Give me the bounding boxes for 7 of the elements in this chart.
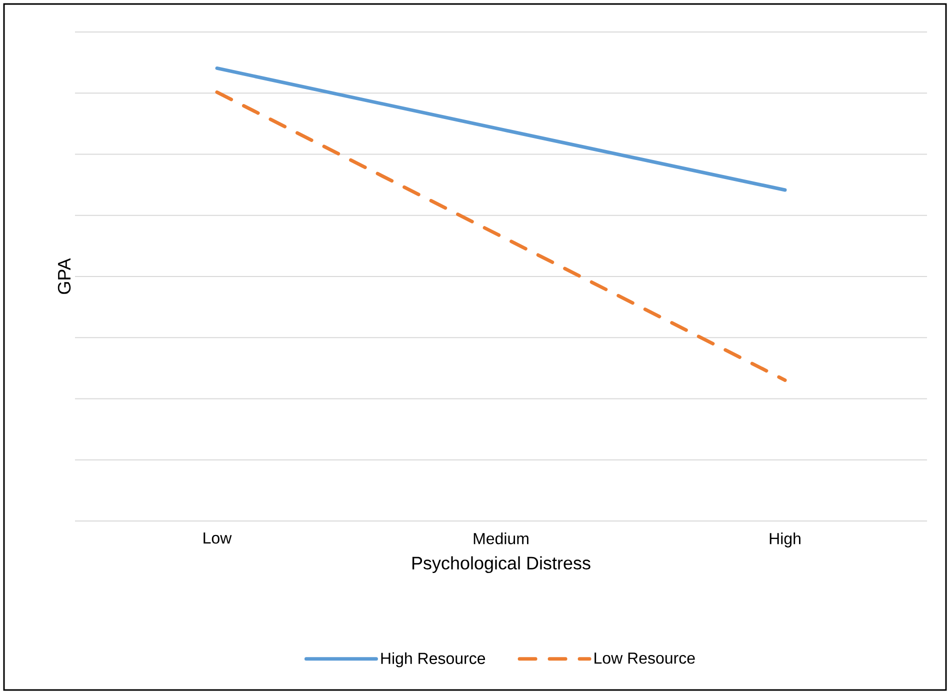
x-tick-label: Medium	[474, 532, 528, 544]
x-tick-label: Low	[204, 532, 232, 544]
y-axis-title: GPA	[58, 258, 71, 294]
legend-label: High Resource	[381, 652, 486, 668]
legend-label: Low Resource	[594, 652, 695, 664]
x-tick-label: High	[770, 532, 800, 548]
x-axis-title: Psychological Distress	[412, 556, 590, 574]
